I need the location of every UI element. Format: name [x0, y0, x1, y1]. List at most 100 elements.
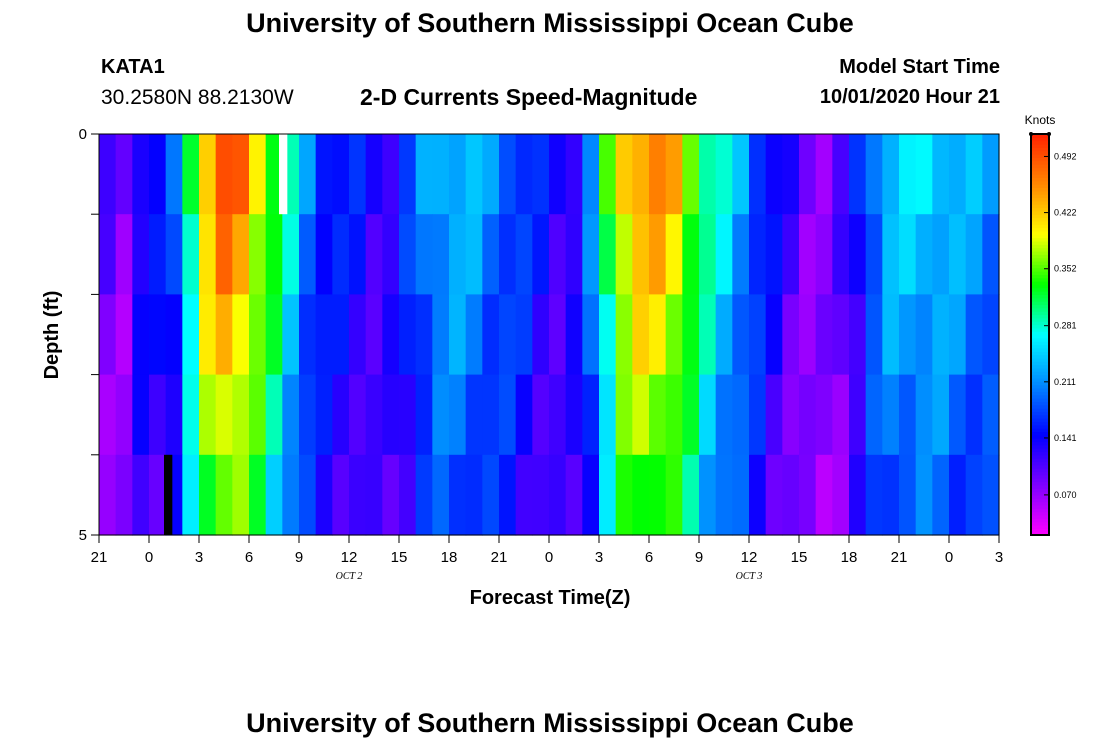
x-tick-label: 0: [545, 549, 553, 566]
heatmap-cell: [315, 134, 333, 215]
heatmap-cell: [99, 134, 117, 215]
heatmap-cell: [565, 374, 583, 456]
colorbar-segment: [1031, 170, 1049, 175]
heatmap-cell: [965, 454, 983, 536]
heatmap-cell: [215, 134, 233, 215]
heatmap-cell: [149, 294, 167, 376]
x-tick-label: 6: [645, 549, 653, 566]
heatmap-cell: [415, 134, 433, 215]
heatmap-cell: [249, 374, 267, 456]
heatmap-cell: [549, 374, 567, 456]
heatmap-cell: [815, 294, 833, 376]
heatmap-cell: [749, 294, 767, 376]
colorbar-segment: [1031, 240, 1049, 245]
heatmap-cell: [149, 134, 167, 215]
colorbar-segment: [1031, 504, 1049, 509]
heatmap-cell: [565, 214, 583, 295]
heatmap-cell: [599, 294, 617, 376]
colorbar-tick-label: 0.352: [1054, 264, 1077, 274]
colorbar-segment: [1031, 374, 1049, 379]
heatmap-cell: [449, 374, 467, 456]
colorbar-segment: [1031, 351, 1049, 356]
colorbar-tick-label: 0.211: [1054, 377, 1076, 387]
model-start-label: Model Start Time: [839, 56, 1000, 78]
heatmap-cell: [182, 374, 200, 456]
colorbar-segment: [1031, 164, 1049, 169]
colorbar-segment: [1031, 411, 1049, 416]
colorbar-segment: [1031, 454, 1049, 459]
heatmap-cell: [649, 294, 667, 376]
station-id: KATA1: [101, 56, 165, 78]
station-coordinates: 30.2580N 88.2130W: [101, 86, 294, 109]
heatmap-cell: [515, 134, 533, 215]
heatmap-cell: [465, 454, 483, 536]
heatmap-cell: [115, 374, 133, 456]
heatmap-cell: [165, 294, 183, 376]
colorbar-segment: [1031, 444, 1049, 449]
colorbar-segment: [1031, 458, 1049, 463]
colorbar-segment: [1031, 220, 1049, 225]
heatmap-cell: [632, 134, 650, 215]
heatmap-cell: [649, 214, 667, 295]
colorbar-segment: [1031, 180, 1049, 185]
heatmap-cell: [215, 374, 233, 456]
heatmap-cell: [232, 454, 250, 536]
colorbar-segment: [1031, 394, 1049, 399]
heatmap-cell: [399, 454, 417, 536]
colorbar-segment: [1031, 277, 1049, 282]
colorbar-segment: [1031, 294, 1049, 299]
heatmap-cell: [332, 374, 350, 456]
colorbar-segment: [1031, 491, 1049, 496]
heatmap-cell: [365, 454, 383, 536]
heatmap-cell: [665, 374, 683, 456]
x-tick-label: 15: [791, 549, 808, 566]
heatmap-cell: [532, 294, 550, 376]
page-title: University of Southern Mississippi Ocean…: [246, 8, 854, 38]
heatmap-cell: [165, 214, 183, 295]
heatmap-cell: [132, 374, 150, 456]
colorbar-segment: [1031, 250, 1049, 255]
heatmap-cell: [482, 374, 500, 456]
colorbar-segment: [1031, 438, 1049, 443]
heatmap-cell: [482, 134, 500, 215]
heatmap-cells: [99, 134, 1000, 536]
colorbar-segment: [1031, 271, 1049, 275]
heatmap-cell: [965, 214, 983, 295]
colorbar-segment: [1031, 408, 1049, 412]
heatmap-cell: [415, 214, 433, 295]
heatmap-cell: [899, 294, 917, 376]
heatmap-cell: [115, 294, 133, 376]
heatmap-cell: [832, 294, 850, 376]
heatmap-cell: [499, 134, 517, 215]
heatmap-cell: [832, 134, 850, 215]
heatmap-cell: [499, 374, 517, 456]
colorbar-segment: [1031, 347, 1049, 352]
colorbar-segment: [1031, 257, 1049, 262]
heatmap-cell: [349, 374, 367, 456]
heatmap-cell: [182, 294, 200, 376]
heatmap-cell: [582, 294, 600, 376]
colorbar-segment: [1031, 448, 1049, 453]
colorbar-segment: [1031, 254, 1049, 259]
heatmap-cell: [582, 454, 600, 536]
heatmap-cell: [132, 294, 150, 376]
heatmap-cell: [382, 214, 400, 295]
heatmap-cell: [365, 374, 383, 456]
heatmap-cell: [732, 454, 750, 536]
heatmap-cell: [782, 374, 800, 456]
heatmap-cell: [832, 454, 850, 536]
heatmap-cell: [399, 214, 417, 295]
colorbar-segment: [1031, 361, 1049, 366]
heatmap-cell: [599, 374, 617, 456]
heatmap-cell: [682, 294, 700, 376]
heatmap-cell: [449, 294, 467, 376]
heatmap-cell: [549, 454, 567, 536]
heatmap-cell: [882, 294, 900, 376]
chart-title: 2-D Currents Speed-Magnitude: [360, 84, 698, 110]
heatmap-cell: [665, 134, 683, 215]
heatmap-cell: [599, 134, 617, 215]
x-tick-label: 18: [841, 549, 858, 566]
colorbar-segment: [1031, 387, 1049, 392]
heatmap-cell: [965, 294, 983, 376]
heatmap-cell: [749, 134, 767, 215]
